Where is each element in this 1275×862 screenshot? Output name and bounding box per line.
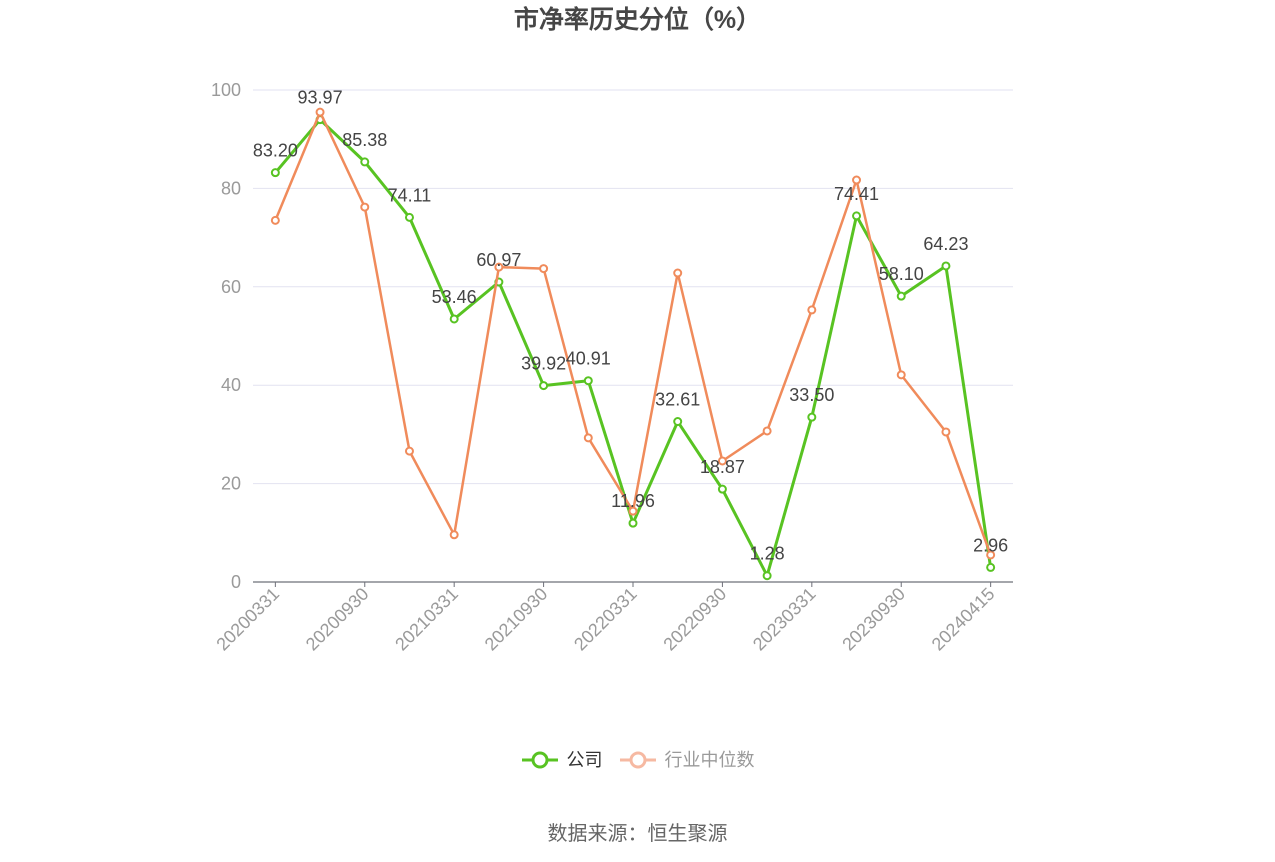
legend-label: 公司 bbox=[566, 750, 603, 770]
data-label: 11.96 bbox=[611, 491, 655, 511]
data-label: 93.97 bbox=[298, 88, 343, 108]
x-tick-label: 20210930 bbox=[481, 584, 552, 655]
data-label: 40.91 bbox=[566, 349, 611, 369]
y-tick-label: 60 bbox=[221, 277, 241, 297]
data-point bbox=[852, 175, 862, 185]
legend-item-company[interactable]: 公司 bbox=[521, 748, 603, 772]
data-label: 64.23 bbox=[923, 234, 968, 254]
data-point bbox=[673, 417, 683, 427]
legend-label: 行业中位数 bbox=[664, 750, 755, 770]
data-point bbox=[852, 211, 862, 221]
y-tick-label: 80 bbox=[221, 178, 241, 198]
y-tick-label: 40 bbox=[221, 375, 241, 395]
y-tick-label: 0 bbox=[231, 572, 241, 592]
data-point bbox=[270, 215, 280, 225]
data-point bbox=[717, 456, 727, 466]
data-point bbox=[628, 506, 638, 516]
chart-legend: 公司 行业中位数 bbox=[0, 748, 1275, 772]
data-point bbox=[404, 212, 414, 222]
y-tick-label: 100 bbox=[211, 80, 241, 100]
data-label: 39.92 bbox=[521, 354, 566, 374]
data-point bbox=[583, 376, 593, 386]
data-point bbox=[762, 426, 772, 436]
x-tick-label: 20230930 bbox=[838, 584, 909, 655]
series-1 bbox=[270, 107, 996, 560]
y-tick-label: 20 bbox=[221, 474, 241, 494]
x-tick-label: 20230331 bbox=[749, 584, 820, 655]
legend-item-industry-median[interactable]: 行业中位数 bbox=[619, 748, 755, 772]
data-label: 74.41 bbox=[834, 184, 879, 204]
data-point bbox=[762, 571, 772, 581]
x-tick-label: 20210331 bbox=[391, 584, 462, 655]
data-label: 18.87 bbox=[700, 457, 745, 477]
data-label: 83.20 bbox=[253, 141, 298, 161]
data-point bbox=[941, 261, 951, 271]
data-point bbox=[807, 305, 817, 315]
data-point bbox=[583, 433, 593, 443]
data-label: 1.28 bbox=[750, 544, 785, 564]
x-tick-label: 20220331 bbox=[570, 584, 641, 655]
data-label: 60.97 bbox=[476, 250, 521, 270]
data-point bbox=[539, 264, 549, 274]
data-point bbox=[360, 202, 370, 212]
data-point bbox=[896, 370, 906, 380]
data-point bbox=[360, 157, 370, 167]
data-label: 58.10 bbox=[879, 264, 924, 284]
series-line bbox=[274, 110, 992, 557]
x-tick-label: 20220930 bbox=[659, 584, 730, 655]
data-label: 2.96 bbox=[973, 535, 1008, 555]
x-axis: 20200331 20200930 20210331 20210930 20220331… bbox=[212, 581, 1013, 655]
legend-line-circle-icon bbox=[521, 751, 558, 769]
data-label: 32.61 bbox=[655, 390, 700, 410]
data-label: 74.11 bbox=[388, 185, 432, 205]
x-tick-label: 20200331 bbox=[212, 584, 283, 655]
data-point bbox=[539, 381, 549, 391]
data-label: 33.50 bbox=[789, 385, 834, 405]
x-tick-label: 20240415 bbox=[928, 584, 999, 655]
data-point bbox=[494, 262, 504, 272]
data-labels: 83.20 93.97 85.38 74.11 53.46 60.97 39.92 40.91… bbox=[253, 88, 1008, 564]
data-point bbox=[404, 446, 414, 456]
data-label: 85.38 bbox=[342, 130, 387, 150]
data-point bbox=[628, 518, 638, 528]
data-point bbox=[449, 530, 459, 540]
data-point bbox=[315, 107, 325, 117]
y-axis: 0 20 40 60 80 100 bbox=[211, 80, 241, 592]
data-point bbox=[941, 427, 951, 437]
legend-line-circle-icon bbox=[619, 751, 656, 769]
data-point bbox=[673, 268, 683, 278]
data-point bbox=[986, 562, 996, 572]
data-point bbox=[807, 412, 817, 422]
data-point bbox=[449, 314, 459, 324]
chart-title: 市净率历史分位（%） bbox=[513, 6, 762, 34]
data-point bbox=[896, 291, 906, 301]
data-point bbox=[986, 550, 996, 560]
data-point bbox=[270, 168, 280, 178]
data-point bbox=[717, 484, 727, 494]
data-source-note: 数据来源：恒生聚源 bbox=[547, 823, 728, 845]
x-tick-label: 20200930 bbox=[302, 584, 373, 655]
data-label: 53.46 bbox=[432, 287, 477, 307]
